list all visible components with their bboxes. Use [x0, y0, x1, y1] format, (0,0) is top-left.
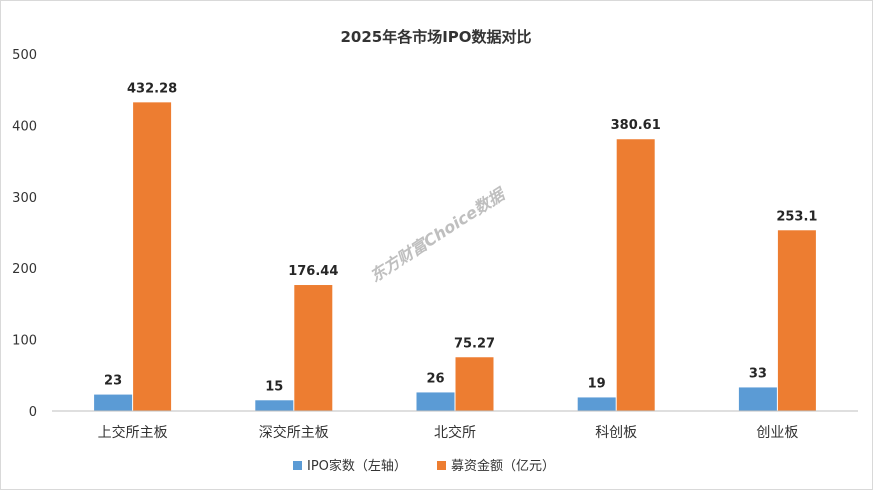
legend-swatch — [293, 461, 302, 470]
data-label: 19 — [588, 376, 606, 391]
bar-fundraising — [777, 230, 816, 411]
y-axis: 0 100 200 300 400 500 — [12, 48, 37, 420]
bars: 23 432.28 15 176.44 26 75.27 19 380.61 33 253.1 — [94, 81, 817, 412]
y-tick-label: 400 — [12, 119, 37, 134]
data-label: 380.61 — [611, 118, 661, 133]
y-tick-label: 100 — [12, 334, 37, 349]
y-tick-label: 500 — [12, 48, 37, 63]
bar-ipo-count — [577, 397, 616, 411]
y-tick-label: 0 — [29, 405, 37, 420]
bar-fundraising — [616, 139, 655, 412]
x-axis: 上交所主板 深交所主板 北交所 科创板 创业板 — [52, 410, 858, 441]
bar-ipo-count — [738, 387, 777, 411]
data-label: 75.27 — [454, 336, 495, 351]
bar-fundraising — [455, 357, 494, 411]
x-tick-label: 上交所主板 — [98, 424, 168, 441]
bar-ipo-count — [94, 394, 133, 411]
data-label: 253.1 — [776, 209, 817, 224]
data-label: 26 — [426, 371, 444, 386]
legend-swatch — [437, 461, 446, 470]
data-label: 33 — [749, 366, 767, 381]
data-label: 23 — [104, 374, 122, 389]
data-label: 176.44 — [288, 264, 338, 279]
x-tick-label: 科创板 — [595, 425, 637, 441]
legend-label: 募资金额（亿元） — [451, 458, 555, 474]
legend-label: IPO家数（左轴） — [307, 458, 407, 474]
bar-fundraising — [294, 285, 333, 411]
bar-ipo-count — [255, 400, 294, 411]
y-tick-label: 300 — [12, 191, 37, 206]
y-tick-label: 200 — [12, 262, 37, 277]
chart-title: 2025年各市场IPO数据对比 — [340, 28, 531, 46]
legend: IPO家数（左轴） 募资金额（亿元） — [293, 458, 555, 474]
bar-fundraising — [133, 102, 172, 411]
data-label: 15 — [265, 379, 283, 394]
bar-ipo-count — [416, 392, 455, 411]
data-label: 432.28 — [127, 81, 177, 96]
x-tick-label: 创业板 — [756, 425, 798, 441]
x-tick-label: 深交所主板 — [259, 424, 329, 441]
x-tick-label: 北交所 — [434, 424, 476, 441]
